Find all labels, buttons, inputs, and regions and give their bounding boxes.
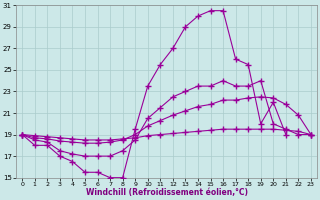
X-axis label: Windchill (Refroidissement éolien,°C): Windchill (Refroidissement éolien,°C) xyxy=(85,188,248,197)
